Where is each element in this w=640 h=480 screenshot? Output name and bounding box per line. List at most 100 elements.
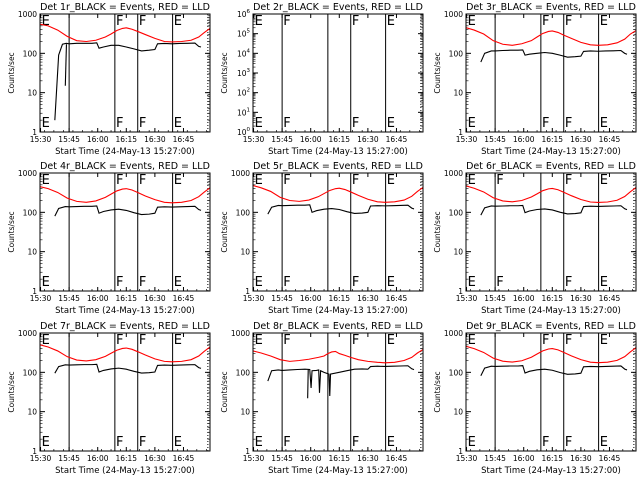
- panel-title: Det 1r_BLACK = Events, RED = LLD: [40, 2, 210, 13]
- plot-frame: [465, 13, 637, 133]
- y-tick-label: 10: [240, 408, 250, 417]
- interval-marker-f: F: [116, 116, 123, 131]
- series-group: [466, 345, 636, 376]
- x-tick-label: 16:30: [570, 454, 592, 463]
- x-tick-label: 16:15: [328, 294, 350, 303]
- y-tick-label: 100: [23, 208, 38, 217]
- y-tick-label: 104: [237, 48, 251, 58]
- x-tick-label: 16:00: [300, 454, 322, 463]
- interval-marker-f: F: [542, 435, 549, 450]
- events-rate-line: [480, 365, 628, 376]
- interval-marker-f: F: [283, 435, 290, 450]
- interval-marker-f: F: [352, 275, 359, 290]
- y-axis-label: Counts/sec: [7, 371, 16, 412]
- events-rate-line: [480, 49, 628, 63]
- x-axis-label: Start Time (24-May-13 15:27:00): [481, 147, 621, 157]
- y-tick-label: 100: [449, 49, 464, 58]
- x-tick-label: 16:00: [300, 135, 322, 144]
- x-tick-label: 16:45: [386, 135, 408, 144]
- y-tick-label: 1000: [444, 329, 463, 338]
- x-axis-label: Start Time (24-May-13 15:27:00): [268, 147, 408, 157]
- y-tick-label: 101: [237, 107, 250, 117]
- panel-title: Det 4r_BLACK = Events, RED = LLD: [40, 161, 210, 172]
- y-tick-label: 10: [27, 89, 37, 98]
- x-tick-label: 15:30: [456, 135, 478, 144]
- interval-marker-top-f: F: [565, 333, 572, 348]
- plot-frame: [252, 332, 424, 452]
- series-group: [466, 185, 636, 216]
- x-axis-label: Start Time (24-May-13 15:27:00): [55, 147, 195, 157]
- y-tick-label: 10: [27, 408, 37, 417]
- x-tick-label: 16:45: [599, 294, 621, 303]
- interval-marker-e: E: [42, 116, 50, 131]
- y-tick-label: 1: [32, 128, 37, 137]
- panel-det-4r: Det 4r_BLACK = Events, RED = LLD Counts/s…: [7, 161, 211, 316]
- interval-marker-top-f: F: [116, 173, 123, 188]
- events-rate-line: [267, 365, 415, 397]
- interval-marker-e: E: [387, 435, 395, 450]
- interval-marker-f: F: [565, 275, 572, 290]
- interval-marker-e: E: [255, 275, 263, 290]
- panel-det-8r: Det 8r_BLACK = Events, RED = LLD Counts/s…: [220, 321, 424, 476]
- series-group: [253, 185, 423, 215]
- y-tick-label: 10: [453, 408, 463, 417]
- interval-marker-f: F: [352, 116, 359, 131]
- interval-marker-top-e: E: [42, 333, 50, 348]
- lld-rate-line: [40, 186, 210, 204]
- plot-frame: [39, 13, 211, 133]
- y-tick-label: 10: [453, 89, 463, 98]
- x-tick-label: 15:30: [30, 454, 52, 463]
- x-tick-label: 16:45: [599, 454, 621, 463]
- y-tick-label: 1: [32, 287, 37, 296]
- interval-marker-top-f: F: [116, 14, 123, 29]
- interval-marker-top-f: F: [352, 333, 359, 348]
- x-tick-label: 15:30: [243, 454, 265, 463]
- x-tick-label: 15:30: [30, 135, 52, 144]
- series-group: [466, 27, 636, 63]
- x-tick-label: 15:30: [243, 135, 265, 144]
- x-tick-label: 16:15: [115, 294, 137, 303]
- interval-marker-top-e: E: [174, 14, 182, 29]
- x-tick-label: 16:15: [541, 454, 563, 463]
- interval-marker-top-e: E: [600, 173, 608, 188]
- x-tick-label: 15:30: [243, 294, 265, 303]
- x-tick-label: 15:30: [456, 294, 478, 303]
- interval-marker-e: E: [387, 275, 395, 290]
- y-tick-label: 1: [32, 447, 37, 456]
- events-rate-line: [267, 204, 415, 215]
- y-axis-label: Counts/sec: [220, 52, 229, 93]
- panel-det-5r: Det 5r_BLACK = Events, RED = LLD Counts/s…: [220, 161, 424, 316]
- y-tick-label: 100: [237, 127, 251, 137]
- y-tick-label: 100: [23, 49, 38, 58]
- y-tick-label: 10: [240, 248, 250, 257]
- x-tick-label: 16:45: [386, 294, 408, 303]
- interval-marker-f: F: [496, 275, 503, 290]
- y-tick-label: 1000: [18, 10, 37, 19]
- panel-det-6r: Det 6r_BLACK = Events, RED = LLD Counts/s…: [433, 161, 637, 316]
- y-tick-label: 102: [237, 88, 250, 98]
- interval-marker-top-e: E: [387, 173, 395, 188]
- y-tick-label: 1: [245, 447, 250, 456]
- panel-det-7r: Det 7r_BLACK = Events, RED = LLD Counts/s…: [7, 321, 211, 476]
- interval-marker-top-e: E: [468, 333, 476, 348]
- interval-marker-top-e: E: [387, 333, 395, 348]
- events-rate-line: [307, 369, 309, 399]
- plot-frame: [39, 172, 211, 292]
- x-tick-label: 16:15: [115, 135, 137, 144]
- series-group: [40, 23, 210, 121]
- interval-marker-top-e: E: [174, 173, 182, 188]
- y-tick-label: 106: [237, 9, 251, 19]
- y-tick-label: 1000: [231, 329, 250, 338]
- y-axis-label: Counts/sec: [220, 371, 229, 412]
- y-tick-label: 1000: [444, 169, 463, 178]
- y-axis-label: Counts/sec: [7, 52, 16, 93]
- x-tick-label: 16:45: [386, 454, 408, 463]
- interval-marker-top-f: F: [283, 173, 290, 188]
- y-tick-label: 1000: [231, 169, 250, 178]
- interval-marker-e: E: [42, 435, 50, 450]
- x-tick-label: 16:00: [513, 294, 535, 303]
- x-tick-label: 15:30: [30, 294, 52, 303]
- x-tick-label: 16:00: [87, 454, 109, 463]
- interval-marker-top-e: E: [42, 14, 50, 29]
- x-tick-label: 15:45: [484, 135, 506, 144]
